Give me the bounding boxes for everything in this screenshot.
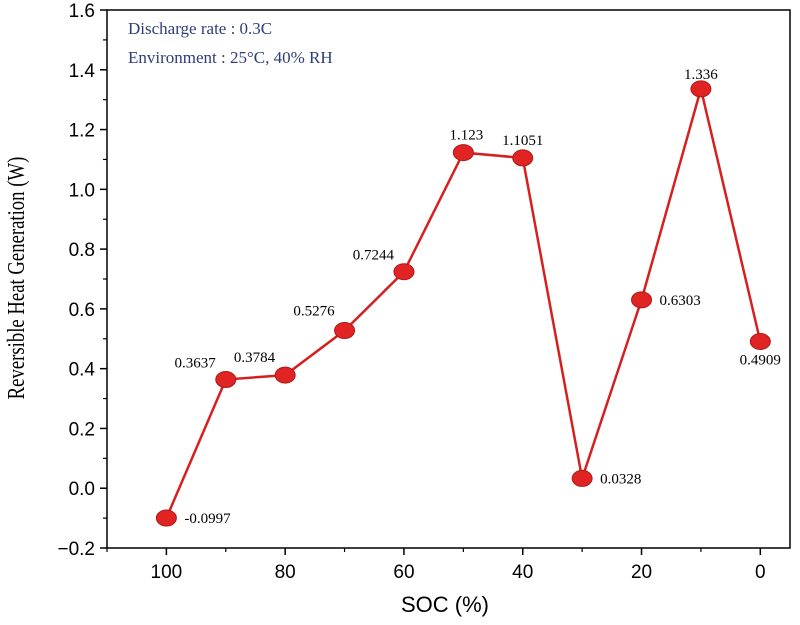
data-label: 0.3637 [175, 356, 217, 372]
y-axis-ticks: −0.2 0.0 0.2 0.4 0.6 0.8 1.0 1.2 1.4 1.6 [57, 1, 107, 560]
y-tick-label: 0.6 [69, 300, 95, 321]
data-label: 0.3784 [234, 350, 276, 366]
data-point [690, 80, 712, 98]
y-tick-label: 1.6 [69, 1, 95, 22]
y-tick-label: 0.4 [69, 360, 96, 381]
x-tick-label: 0 [755, 562, 766, 583]
x-tick-label: 100 [151, 562, 183, 583]
x-axis-ticks: 100 80 60 40 20 0 [106, 548, 766, 583]
annotations: Discharge rate : 0.3C Environment : 25°C… [128, 19, 333, 67]
y-tick-label: 1.2 [69, 121, 95, 142]
y-tick-label: 0.8 [69, 240, 95, 261]
data-label: 0.0328 [600, 471, 641, 487]
x-axis-title: SOC (%) [401, 592, 489, 617]
data-label: 0.5276 [293, 304, 335, 320]
data-label: 0.7244 [353, 248, 395, 264]
data-point [393, 263, 415, 281]
data-label: 1.336 [684, 67, 718, 83]
y-tick-label: 0.0 [69, 479, 95, 500]
data-point [631, 291, 653, 309]
y-tick-label: 1.0 [69, 180, 95, 201]
x-tick-label: 40 [512, 562, 533, 583]
annotation-discharge-rate: Discharge rate : 0.3C [128, 19, 272, 38]
x-tick-label: 60 [393, 562, 414, 583]
y-tick-label: −0.2 [57, 539, 95, 560]
y-axis-title: Reversible Heat Generation (W) [3, 157, 30, 400]
plot-border [106, 9, 791, 549]
y-tick-label: 1.4 [69, 61, 96, 82]
data-point [334, 322, 356, 340]
data-point [512, 149, 534, 167]
plot-frame [106, 9, 791, 549]
data-label: 0.6303 [660, 293, 701, 309]
data-series [155, 80, 771, 527]
data-label: -0.0997 [184, 511, 231, 527]
data-point [215, 371, 237, 389]
y-tick-label: 0.2 [69, 419, 95, 440]
data-point [749, 332, 771, 350]
data-point [274, 366, 296, 384]
x-tick-label: 80 [275, 562, 296, 583]
data-label: 1.1051 [502, 133, 543, 149]
data-label: 0.4909 [740, 352, 781, 368]
annotation-environment: Environment : 25°C, 40% RH [128, 48, 333, 67]
x-tick-label: 20 [631, 562, 652, 583]
data-label: 1.123 [449, 128, 483, 144]
data-labels: -0.0997 0.3637 0.3784 0.5276 0.7244 1.123 1.10… [175, 67, 781, 527]
data-point [155, 509, 177, 527]
data-point [571, 469, 593, 487]
data-point [452, 144, 474, 162]
